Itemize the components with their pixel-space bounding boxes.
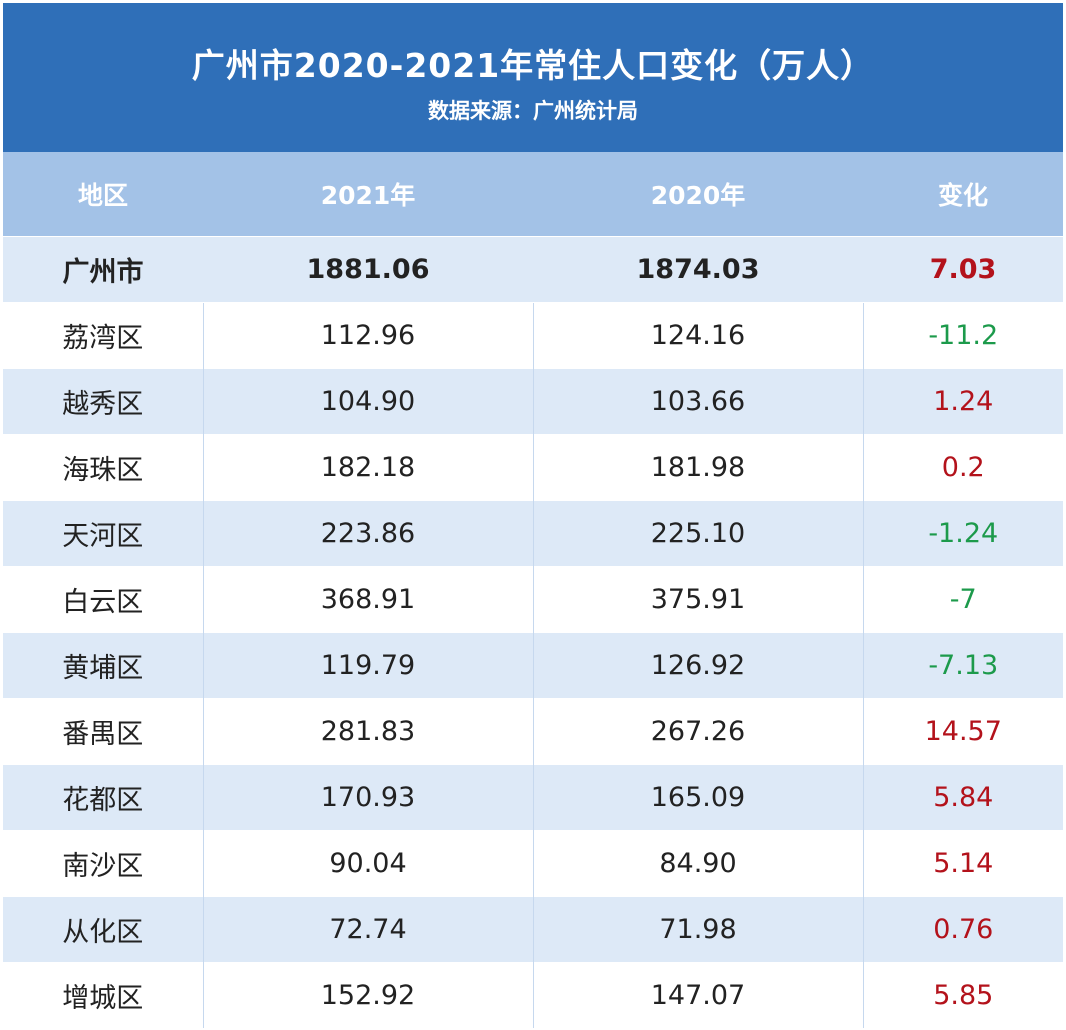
value-2021-cell: 119.79 [202,632,533,699]
table-header-banner: 广州市2020-2021年常住人口变化（万人） 数据来源：广州统计局 [3,3,1063,152]
value-2020-cell: 1874.03 [533,236,863,303]
table-row: 白云区 368.91 375.91 -7 [3,566,1063,633]
value-2020-cell: 267.26 [532,698,863,765]
column-header-region: 地区 [3,152,203,237]
table-row: 海珠区 182.18 181.98 0.2 [3,434,1063,501]
value-2020-cell: 124.16 [532,302,863,369]
table-row: 花都区 170.93 165.09 5.84 [3,764,1063,831]
change-cell: 0.2 [862,434,1063,501]
region-cell: 天河区 [3,500,203,567]
region-cell: 白云区 [3,566,203,633]
region-cell: 从化区 [3,896,203,963]
change-cell: 5.84 [862,764,1063,831]
value-2020-cell: 147.07 [532,962,863,1028]
table-body: 广州市 1881.06 1874.03 7.03 荔湾区 112.96 124.16 -11.… [3,236,1063,1028]
region-cell: 荔湾区 [3,302,203,369]
value-2020-cell: 84.90 [532,830,863,897]
value-2021-cell: 152.92 [202,962,533,1028]
value-2021-cell: 104.90 [202,368,533,435]
value-2021-cell: 72.74 [202,896,533,963]
table-row: 增城区 152.92 147.07 5.85 [3,962,1063,1028]
change-cell: 7.03 [863,236,1063,303]
value-2021-cell: 112.96 [202,302,533,369]
region-cell: 广州市 [3,236,203,303]
region-cell: 越秀区 [3,368,203,435]
value-2021-cell: 90.04 [202,830,533,897]
region-cell: 黄埔区 [3,632,203,699]
region-cell: 海珠区 [3,434,203,501]
population-table: 地区 2021年 2020年 变化 广州市 1881.06 1874.03 7.03 荔… [3,152,1063,1028]
change-cell: 5.14 [862,830,1063,897]
change-cell: -11.2 [862,302,1063,369]
change-cell: -1.24 [862,500,1063,567]
change-cell: 1.24 [862,368,1063,435]
change-cell: -7 [862,566,1063,633]
table-row: 越秀区 104.90 103.66 1.24 [3,368,1063,435]
column-header-2021: 2021年 [203,152,533,237]
value-2020-cell: 126.92 [532,632,863,699]
table-row: 黄埔区 119.79 126.92 -7.13 [3,632,1063,699]
column-header-change: 变化 [863,152,1063,237]
value-2021-cell: 368.91 [202,566,533,633]
region-cell: 花都区 [3,764,203,831]
value-2021-cell: 223.86 [202,500,533,567]
region-cell: 番禺区 [3,698,203,765]
chart-subtitle: 数据来源：广州统计局 [428,99,638,123]
value-2021-cell: 1881.06 [203,236,533,303]
change-cell: -7.13 [862,632,1063,699]
change-cell: 0.76 [862,896,1063,963]
change-cell: 14.57 [862,698,1063,765]
value-2020-cell: 375.91 [532,566,863,633]
column-header-2020: 2020年 [533,152,863,237]
value-2021-cell: 182.18 [202,434,533,501]
value-2020-cell: 165.09 [532,764,863,831]
value-2021-cell: 170.93 [202,764,533,831]
chart-title: 广州市2020-2021年常住人口变化（万人） [191,46,875,85]
table-row: 南沙区 90.04 84.90 5.14 [3,830,1063,897]
column-header-row: 地区 2021年 2020年 变化 [3,152,1063,237]
region-cell: 增城区 [3,962,203,1028]
table-row: 从化区 72.74 71.98 0.76 [3,896,1063,963]
value-2020-cell: 103.66 [532,368,863,435]
value-2020-cell: 71.98 [532,896,863,963]
region-cell: 南沙区 [3,830,203,897]
table-row: 番禺区 281.83 267.26 14.57 [3,698,1063,765]
value-2020-cell: 225.10 [532,500,863,567]
table-row: 天河区 223.86 225.10 -1.24 [3,500,1063,567]
value-2021-cell: 281.83 [202,698,533,765]
table-row: 荔湾区 112.96 124.16 -11.2 [3,302,1063,369]
value-2020-cell: 181.98 [532,434,863,501]
table-row-total: 广州市 1881.06 1874.03 7.03 [3,236,1063,303]
change-cell: 5.85 [862,962,1063,1028]
